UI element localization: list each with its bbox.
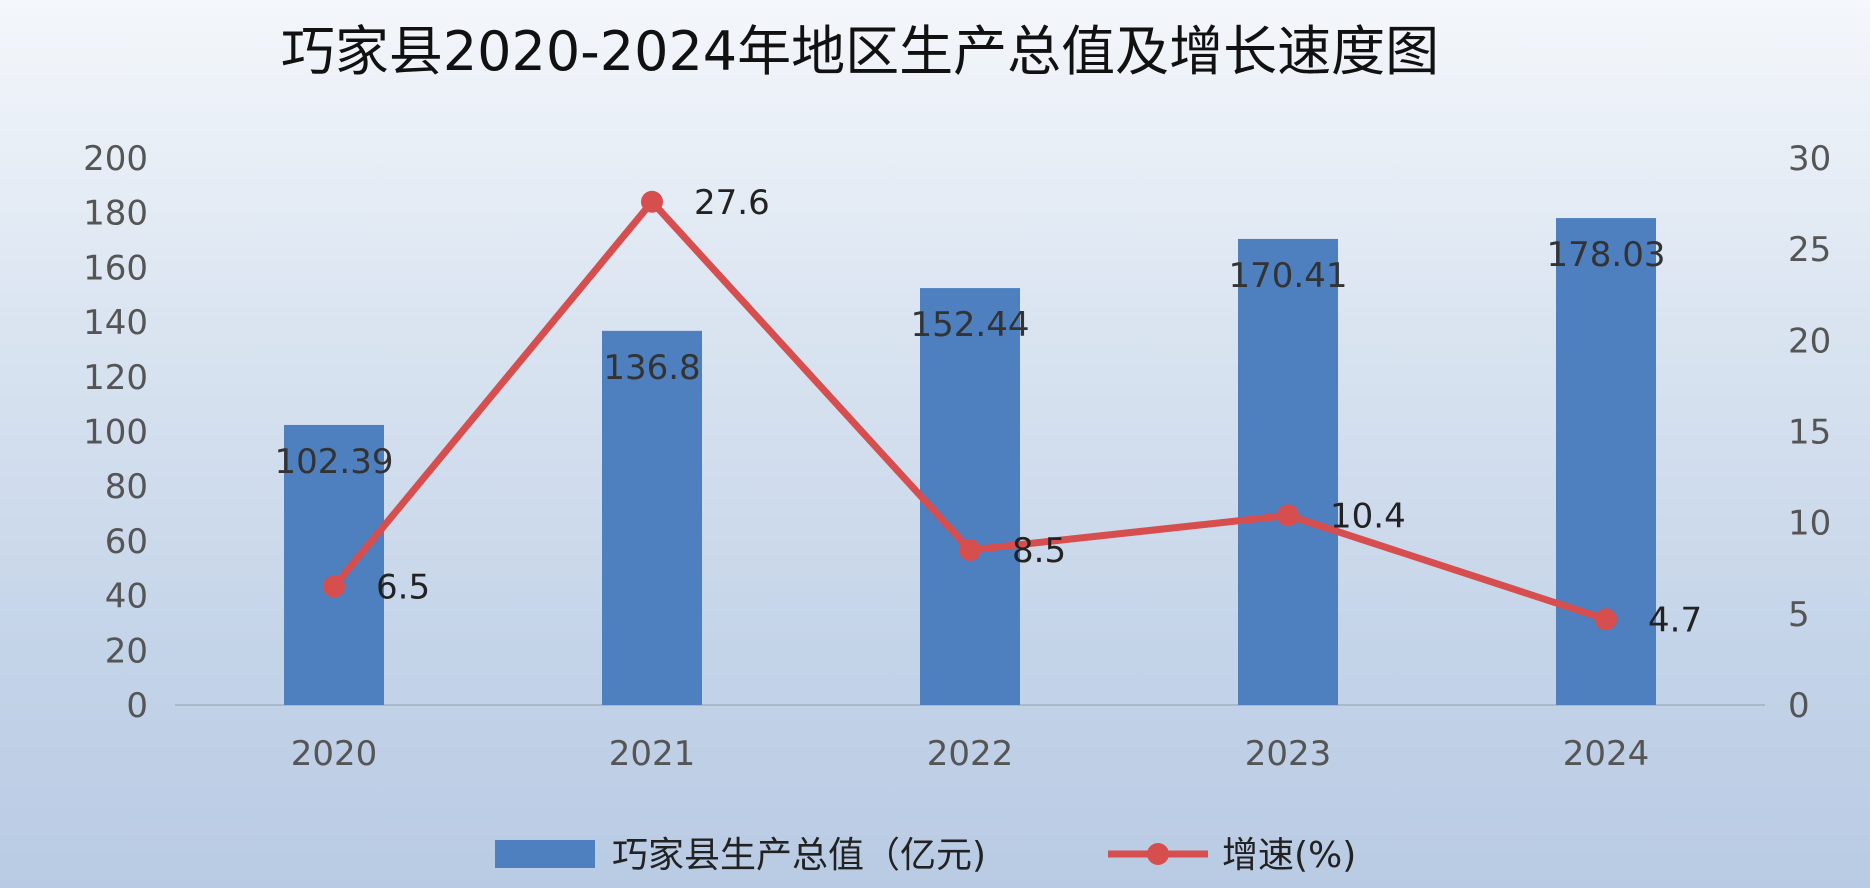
right-tick-label: 25 bbox=[1788, 230, 1831, 270]
legend-label-gdp: 巧家县生产总值（亿元) bbox=[612, 835, 986, 876]
line-data-label: 8.5 bbox=[1012, 531, 1066, 571]
left-tick-label: 200 bbox=[83, 139, 148, 179]
x-tick-label: 2020 bbox=[291, 734, 378, 774]
left-tick-label: 100 bbox=[83, 413, 148, 453]
bar-data-label: 178.03 bbox=[1547, 235, 1666, 275]
right-tick-label: 30 bbox=[1788, 139, 1831, 179]
left-tick-label: 80 bbox=[105, 467, 148, 507]
x-tick-label: 2024 bbox=[1563, 734, 1650, 774]
bar-series: 102.39 136.8 152.44 170.41 178.03 bbox=[275, 218, 1666, 705]
left-tick-label: 180 bbox=[83, 194, 148, 234]
left-tick-label: 20 bbox=[105, 631, 148, 671]
line-point bbox=[1277, 504, 1299, 527]
right-tick-label: 20 bbox=[1788, 321, 1831, 361]
line-series: 6.5 27.6 8.5 10.4 4.7 bbox=[323, 183, 1702, 640]
left-tick-label: 0 bbox=[126, 686, 148, 726]
line-data-label: 10.4 bbox=[1330, 496, 1406, 536]
legend-swatch-marker bbox=[1147, 843, 1169, 865]
right-tick-label: 15 bbox=[1788, 413, 1831, 453]
left-tick-label: 60 bbox=[105, 522, 148, 562]
bar-data-label: 152.44 bbox=[911, 305, 1030, 345]
bar-data-label: 136.8 bbox=[603, 348, 700, 388]
left-tick-label: 160 bbox=[83, 248, 148, 288]
x-axis: 2020 2021 2022 2023 2024 bbox=[291, 734, 1650, 774]
bar bbox=[1238, 238, 1338, 705]
right-tick-label: 10 bbox=[1788, 504, 1831, 544]
line-point bbox=[1595, 608, 1617, 631]
x-tick-label: 2023 bbox=[1245, 734, 1332, 774]
bar bbox=[1556, 218, 1656, 705]
right-y-axis: 0 5 10 15 20 25 30 bbox=[1788, 139, 1831, 726]
left-tick-label: 40 bbox=[105, 577, 148, 617]
line-data-label: 6.5 bbox=[376, 567, 430, 607]
bar bbox=[602, 330, 702, 705]
bar-data-label: 170.41 bbox=[1229, 256, 1348, 296]
line-point bbox=[959, 539, 981, 562]
line-data-label: 4.7 bbox=[1648, 600, 1702, 640]
right-tick-label: 5 bbox=[1788, 595, 1810, 635]
bar-data-label: 102.39 bbox=[275, 442, 394, 482]
x-tick-label: 2022 bbox=[927, 734, 1014, 774]
bar bbox=[920, 288, 1020, 705]
x-tick-label: 2021 bbox=[609, 734, 696, 774]
line-point bbox=[641, 190, 663, 213]
left-tick-label: 120 bbox=[83, 358, 148, 398]
legend: 巧家县生产总值（亿元) 增速(%) bbox=[495, 835, 1356, 876]
left-y-axis: 0 20 40 60 80 100 120 140 160 180 200 bbox=[83, 139, 148, 726]
bar bbox=[284, 424, 384, 705]
left-tick-label: 140 bbox=[83, 303, 148, 343]
line-point bbox=[323, 575, 345, 598]
right-tick-label: 0 bbox=[1788, 686, 1810, 726]
legend-swatch-bar bbox=[495, 840, 595, 868]
chart-title: 巧家县2020-2024年地区生产总值及增长速度图 bbox=[281, 20, 1439, 83]
legend-label-growth: 增速(%) bbox=[1222, 835, 1356, 876]
line-data-label: 27.6 bbox=[694, 183, 770, 223]
